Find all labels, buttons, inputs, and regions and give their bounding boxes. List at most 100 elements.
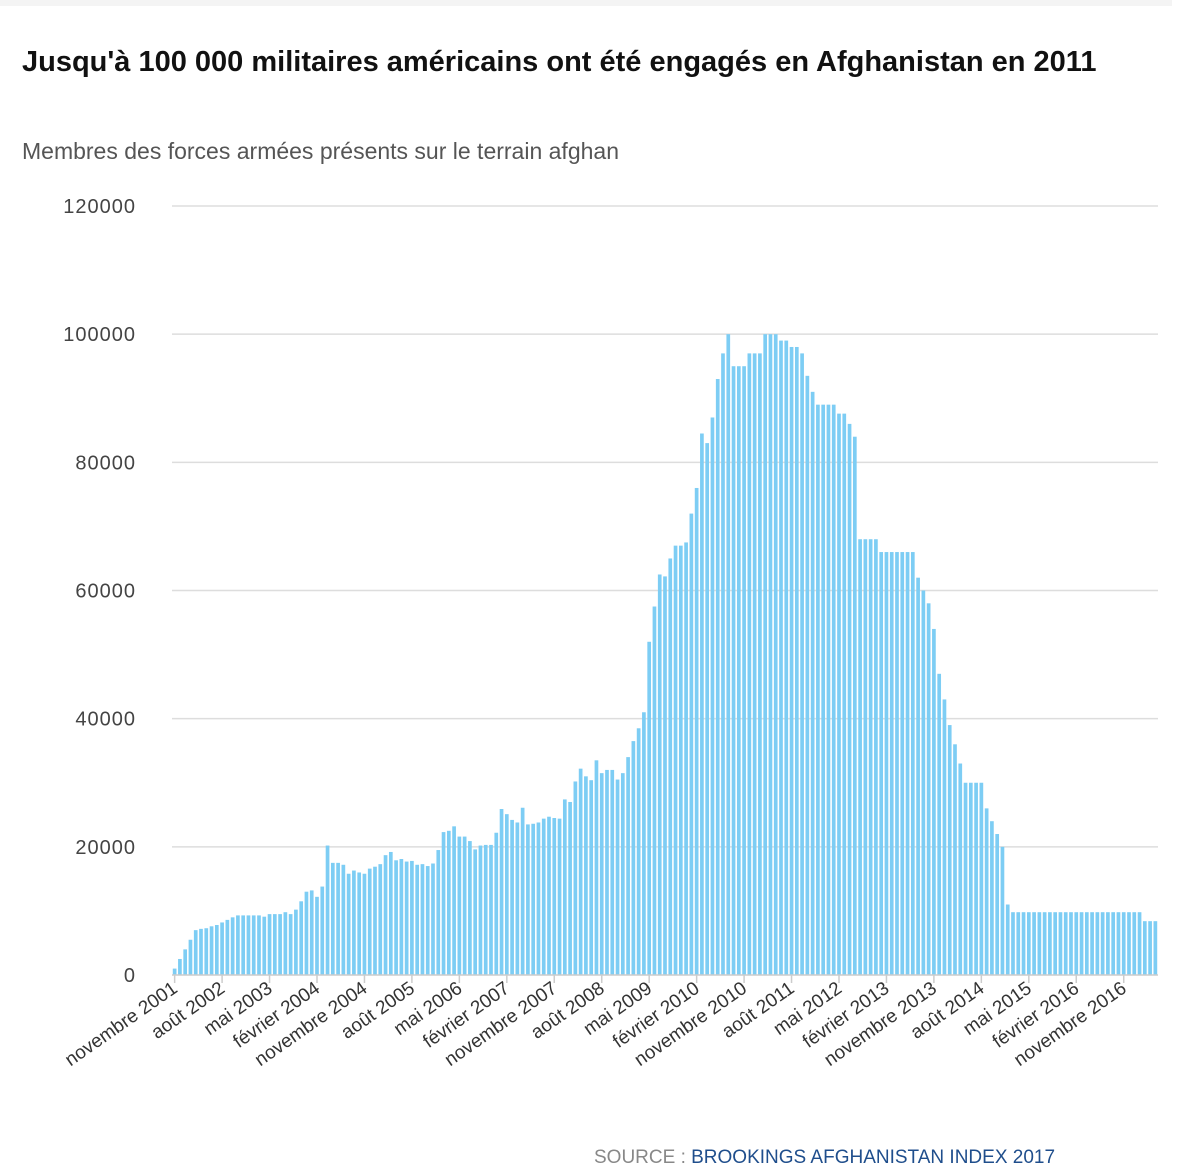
bar xyxy=(668,558,673,975)
bar xyxy=(383,855,388,975)
bar xyxy=(315,896,319,975)
bar xyxy=(193,930,198,975)
bar xyxy=(715,379,720,975)
bar xyxy=(183,949,188,975)
bar xyxy=(504,814,509,975)
chart-subtitle: Membres des forces armées présents sur l… xyxy=(22,138,619,164)
bar xyxy=(794,346,799,976)
bar xyxy=(468,841,472,975)
bar xyxy=(731,366,736,976)
bar xyxy=(483,844,488,975)
bar xyxy=(831,404,836,975)
bar xyxy=(410,860,414,975)
bar xyxy=(278,914,282,975)
bar xyxy=(768,334,773,975)
bar xyxy=(758,353,762,975)
bar xyxy=(357,872,362,975)
bar xyxy=(1111,912,1116,975)
bar xyxy=(1011,912,1015,975)
bar xyxy=(510,819,514,975)
bar xyxy=(837,413,841,975)
bar xyxy=(547,816,551,975)
bar xyxy=(1106,912,1110,975)
bar xyxy=(309,890,314,975)
bar xyxy=(642,712,646,975)
bar xyxy=(879,552,884,975)
bar xyxy=(858,539,862,975)
bar xyxy=(178,958,182,975)
bar xyxy=(779,340,783,976)
bar xyxy=(678,545,683,975)
bar xyxy=(1153,921,1158,975)
bar xyxy=(863,539,868,975)
bar xyxy=(673,545,678,975)
bar xyxy=(652,606,657,975)
bar xyxy=(995,834,1000,975)
bar xyxy=(763,334,768,975)
bar xyxy=(172,968,177,975)
bar xyxy=(663,576,667,975)
bar xyxy=(810,391,815,976)
bar xyxy=(1074,912,1079,975)
y-tick-label: 0 xyxy=(124,965,136,987)
bar xyxy=(330,862,335,975)
bar xyxy=(953,744,957,975)
bar xyxy=(225,919,230,975)
bar xyxy=(394,860,398,975)
bar xyxy=(325,845,330,975)
bar xyxy=(800,353,804,975)
bar xyxy=(694,487,699,975)
bar xyxy=(230,917,235,975)
bar xyxy=(958,763,963,975)
bar xyxy=(204,928,209,975)
bar xyxy=(1063,912,1068,975)
bar xyxy=(599,773,604,975)
y-tick-label: 100000 xyxy=(63,324,136,346)
bar xyxy=(288,914,293,975)
y-tick-label: 40000 xyxy=(75,709,136,731)
bar xyxy=(257,915,261,975)
bar xyxy=(299,901,304,975)
bar xyxy=(847,423,852,975)
bar xyxy=(478,845,483,975)
bar xyxy=(346,873,351,975)
bar xyxy=(1100,912,1105,975)
bar xyxy=(921,590,926,975)
bar xyxy=(974,782,978,975)
bar xyxy=(1016,912,1021,975)
bar xyxy=(821,404,826,975)
bar xyxy=(399,859,404,975)
bar xyxy=(415,864,420,975)
bar xyxy=(1121,912,1126,975)
bar xyxy=(990,821,994,975)
bar xyxy=(578,768,583,975)
source-name: BROOKINGS AFGHANISTAN INDEX 2017 xyxy=(691,1147,1056,1168)
bar xyxy=(246,915,251,975)
bar xyxy=(236,915,240,975)
bar xyxy=(947,725,952,975)
bar xyxy=(362,873,367,975)
bar xyxy=(320,886,325,975)
bar xyxy=(784,340,789,976)
y-tick-label: 80000 xyxy=(75,452,136,474)
bar xyxy=(520,807,525,975)
bar xyxy=(916,577,920,975)
bar xyxy=(1021,912,1026,975)
bar xyxy=(283,912,288,975)
bar xyxy=(446,830,451,975)
bar xyxy=(425,866,430,975)
bar xyxy=(209,926,214,975)
bar xyxy=(431,863,435,975)
bar xyxy=(816,404,820,975)
bar xyxy=(352,870,356,975)
bar xyxy=(910,552,915,975)
bar xyxy=(262,916,267,975)
bar xyxy=(552,818,557,975)
bar xyxy=(789,346,794,976)
bar xyxy=(932,628,936,975)
bar xyxy=(705,443,710,975)
bar xyxy=(457,836,462,975)
bar xyxy=(979,782,984,975)
